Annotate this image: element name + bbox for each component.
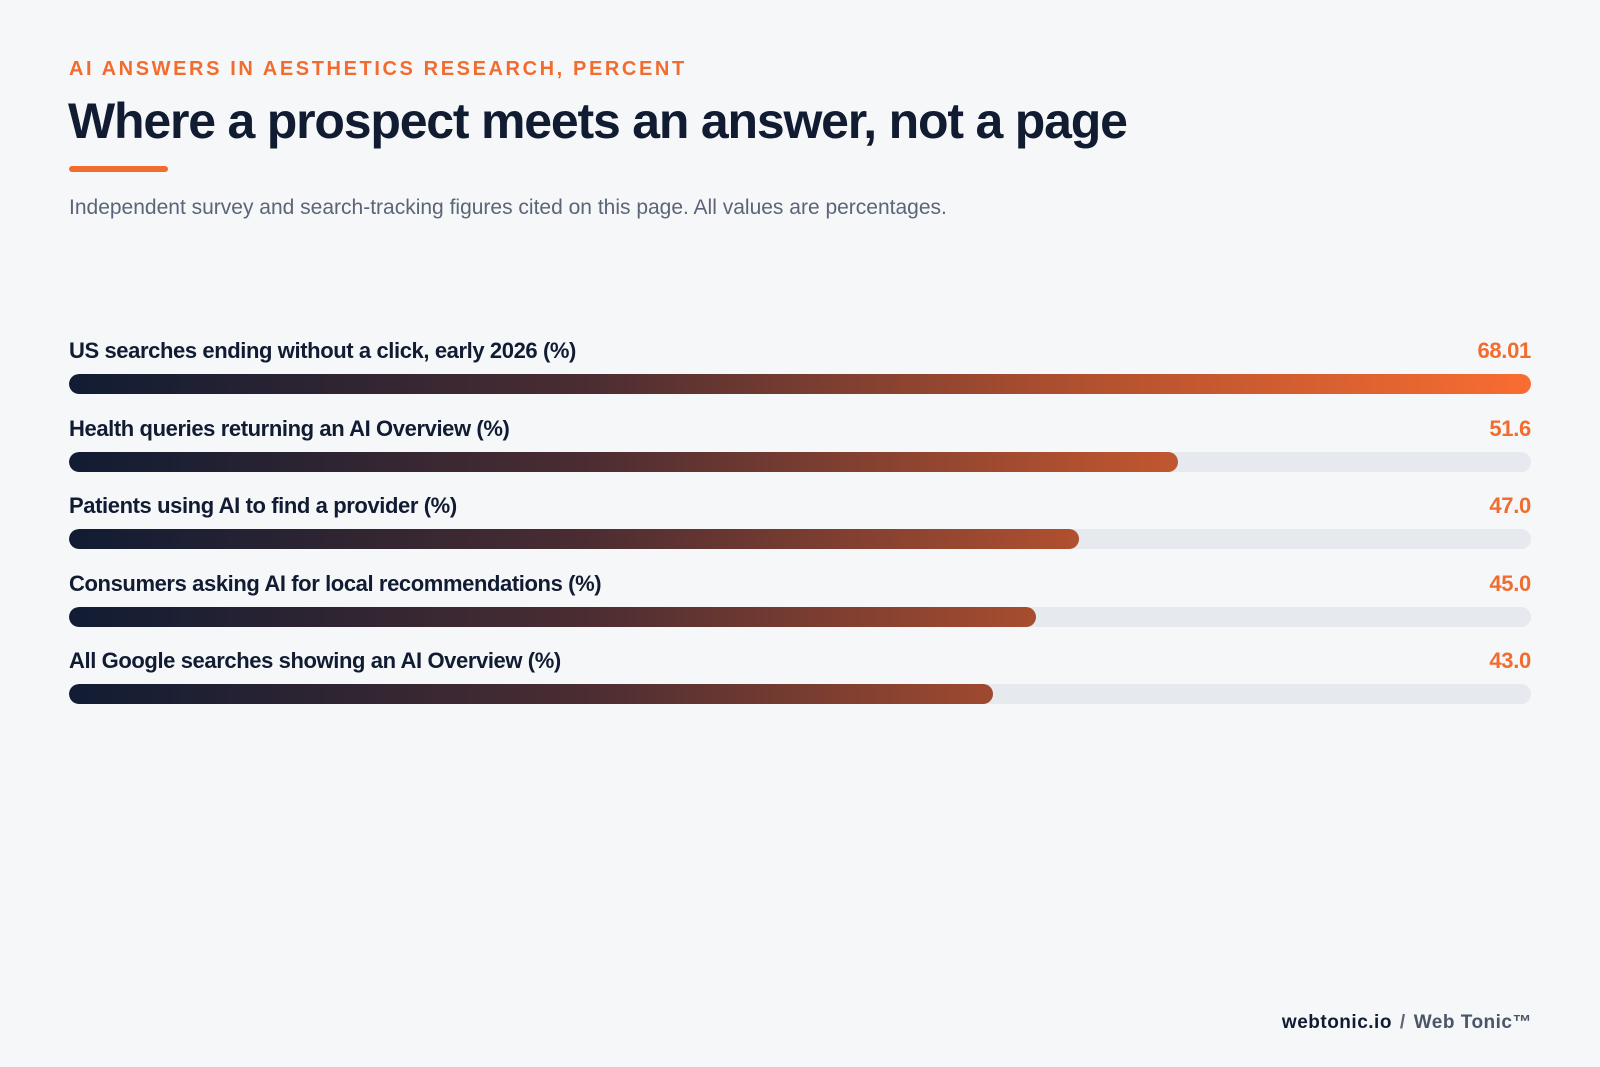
bar-row: Patients using AI to find a provider (%)… [69, 491, 1531, 569]
bar-label: Health queries returning an AI Overview … [69, 415, 510, 441]
bar [69, 374, 1531, 394]
bar [69, 684, 994, 704]
footer-domain[interactable]: webtonic.io [1281, 1012, 1392, 1033]
chart-title: Where a prospect meets an answer, not a … [68, 93, 1128, 149]
bar-row: Consumers asking AI for local recommenda… [69, 569, 1531, 647]
bar-row: All Google searches showing an AI Overvi… [69, 646, 1531, 724]
bar-row: US searches ending without a click, earl… [69, 336, 1531, 414]
bar [69, 606, 1037, 627]
bar-track [69, 684, 1531, 704]
bar-value-label: 45.0 [1489, 570, 1531, 596]
title-accent-rule [69, 166, 168, 172]
chart-subtitle: Independent survey and search-tracking f… [69, 196, 947, 219]
bar-track [69, 606, 1531, 627]
bar-label: Consumers asking AI for local recommenda… [69, 570, 602, 596]
bar-label: All Google searches showing an AI Overvi… [69, 648, 561, 673]
chart-eyebrow: AI ANSWERS IN AESTHETICS RESEARCH, PERCE… [69, 58, 687, 80]
bar-track [69, 374, 1531, 394]
bar [69, 529, 1080, 549]
bar-value-label: 68.01 [1477, 338, 1531, 363]
bar-value-label: 43.0 [1489, 648, 1531, 673]
bar-chart: US searches ending without a click, earl… [69, 336, 1531, 724]
bar-label: US searches ending without a click, earl… [69, 338, 576, 363]
bar [69, 451, 1179, 472]
footer-separator: / [1399, 1012, 1406, 1033]
bar-value-label: 47.0 [1489, 493, 1531, 518]
bar-row: Health queries returning an AI Overview … [69, 414, 1531, 492]
bar-track [69, 529, 1531, 549]
bar-track [69, 451, 1531, 472]
footer-credit: webtonic.io / Web Tonic™ [1282, 1012, 1532, 1034]
footer-brand: Web Tonic™ [1413, 1012, 1532, 1033]
bar-label: Patients using AI to find a provider (%) [69, 493, 457, 518]
bar-value-label: 51.6 [1489, 415, 1531, 441]
